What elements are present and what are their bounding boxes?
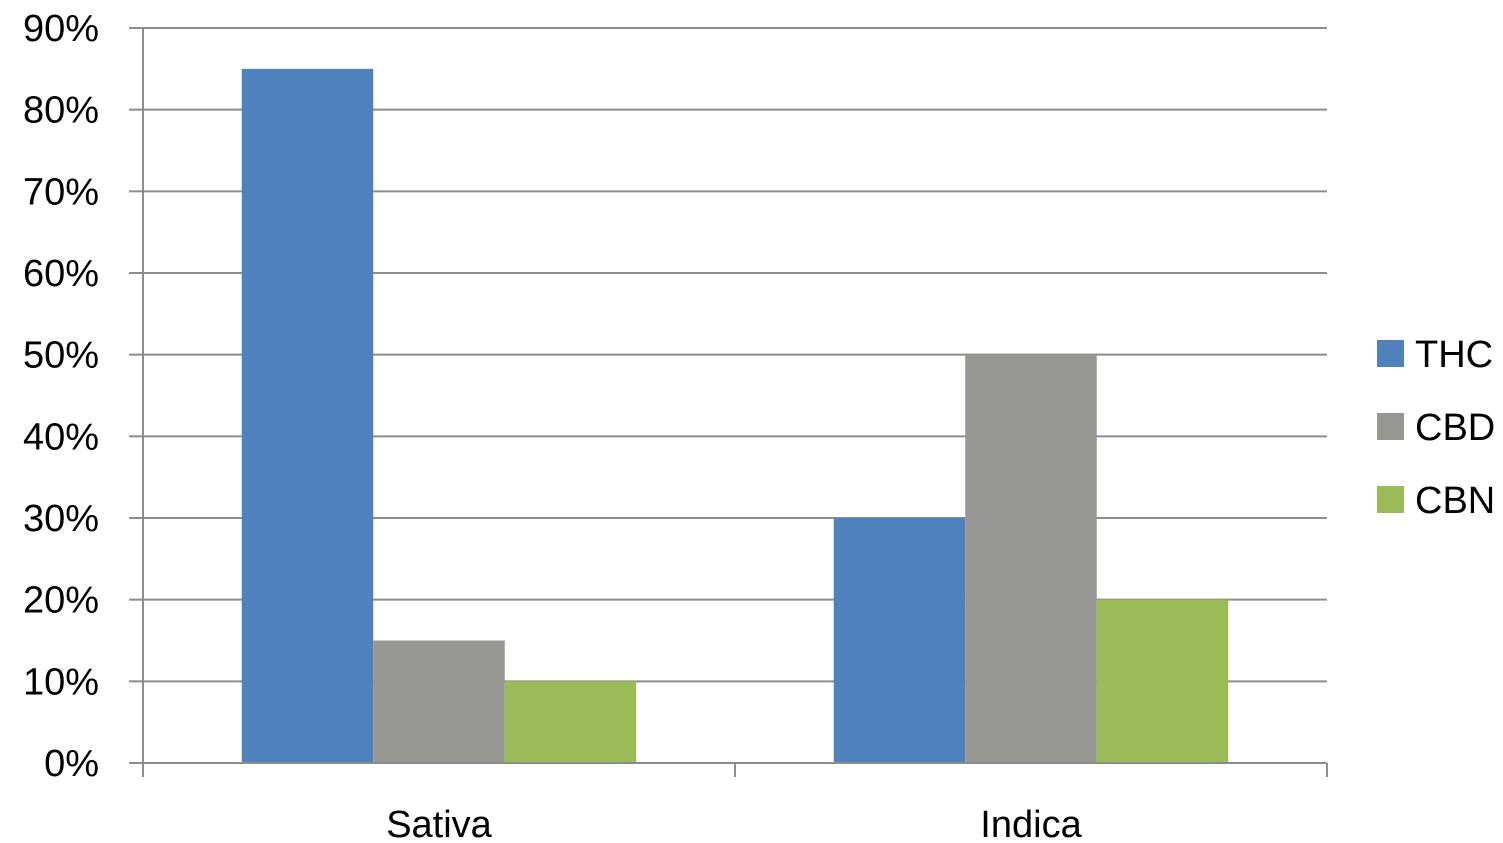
bar-cbn-sativa <box>504 681 637 763</box>
y-tick-label: 20% <box>23 580 99 622</box>
y-tick-label: 90% <box>23 8 99 50</box>
legend-swatch <box>1377 340 1404 367</box>
y-tick-label: 80% <box>23 90 99 132</box>
y-tick-label: 0% <box>44 743 99 785</box>
bar-thc-indica <box>833 518 966 763</box>
bar-cbd-indica <box>965 354 1097 763</box>
legend-swatch <box>1377 486 1404 513</box>
y-tick-label: 30% <box>23 498 99 540</box>
legend-item-cbd: CBD <box>1377 407 1495 449</box>
legend-label: CBD <box>1415 407 1495 449</box>
legend-swatch <box>1377 413 1404 440</box>
legend-label: CBN <box>1415 480 1495 522</box>
legend-item-thc: THC <box>1377 334 1493 376</box>
x-axis-tick-labels: Sativa Indica <box>386 804 1082 843</box>
bar-cbd-sativa <box>373 640 505 763</box>
bars <box>241 68 1229 764</box>
y-tick-label: 50% <box>23 335 99 377</box>
axes <box>129 27 1328 777</box>
bar-cbn-indica <box>1096 599 1229 763</box>
legend-item-cbn: CBN <box>1377 480 1495 522</box>
y-tick-label: 60% <box>23 253 99 295</box>
y-tick-label: 40% <box>23 416 99 458</box>
x-tick-label: Sativa <box>386 804 492 843</box>
y-tick-label: 10% <box>23 661 99 703</box>
legend-label: THC <box>1415 334 1493 376</box>
x-tick-label: Indica <box>980 804 1082 843</box>
bar-thc-sativa <box>241 68 374 764</box>
legend: THC CBD CBN <box>1377 334 1495 522</box>
y-tick-label: 70% <box>23 171 99 213</box>
y-axis-tick-labels: 0% 10% 20% 30% 40% 50% 60% 70% 80% 90% <box>23 8 99 785</box>
